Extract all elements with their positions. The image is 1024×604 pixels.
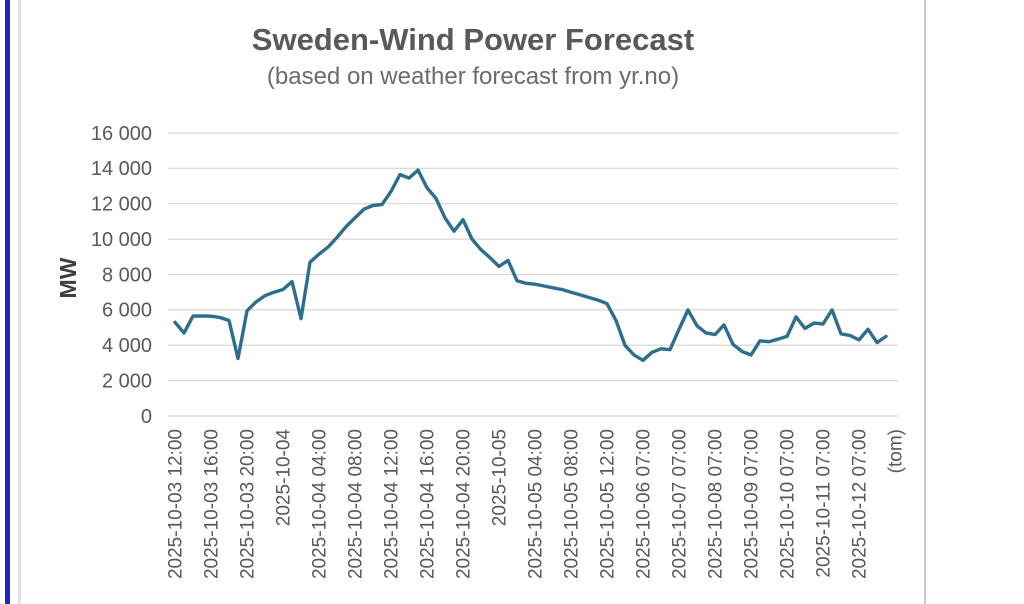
chart-object: Sweden-Wind Power Forecast (based on wea… xyxy=(21,0,925,604)
forecast-line-series xyxy=(173,168,888,362)
x-axis-tick-label: 2025-10-08 07:00 xyxy=(705,429,726,579)
x-axis-tick-label: 2025-10-04 16:00 xyxy=(417,429,438,579)
x-axis-tick-label: 2025-10-04 xyxy=(273,429,294,527)
x-axis-tick-label: 2025-10-12 07:00 xyxy=(849,429,870,579)
y-axis-tick-label: 2 000 xyxy=(102,370,152,392)
x-axis-tick-label: 2025-10-04 04:00 xyxy=(309,429,330,579)
y-axis-tick-label: 12 000 xyxy=(91,194,152,216)
chart-right-border xyxy=(924,0,926,604)
y-axis-tick-label: 4 000 xyxy=(102,335,152,357)
x-axis-tick-label: 2025-10-04 12:00 xyxy=(381,429,402,579)
x-axis-tick-label: 2025-10-04 20:00 xyxy=(453,429,474,579)
y-axis-tick-label: 0 xyxy=(141,406,152,428)
x-axis-tick-label: 2025-10-06 07:00 xyxy=(633,429,654,579)
y-axis-tick-label: 14 000 xyxy=(91,158,152,180)
x-axis-tick-label: 2025-10-11 07:00 xyxy=(813,429,834,578)
x-axis-tick-label: 2025-10-03 16:00 xyxy=(201,429,222,579)
x-axis-tick-label: (tom) xyxy=(885,429,906,473)
x-axis-tick-label: 2025-10-03 20:00 xyxy=(237,429,258,579)
y-axis-tick-label: 6 000 xyxy=(102,300,152,322)
y-axis-tick-label: 10 000 xyxy=(91,229,152,251)
x-axis-tick-label: 2025-10-03 12:00 xyxy=(165,429,186,579)
x-axis-tick-label: 2025-10-09 07:00 xyxy=(741,429,762,579)
x-axis-tick-label: 2025-10-04 08:00 xyxy=(345,429,366,579)
x-axis-tick-label: 2025-10-10 07:00 xyxy=(777,429,798,579)
chart-title: Sweden-Wind Power Forecast xyxy=(251,22,695,57)
y-axis-title: MW xyxy=(55,257,81,298)
window-left-border xyxy=(5,0,10,604)
x-axis-tick-label: 2025-10-07 07:00 xyxy=(669,429,690,579)
x-axis-tick-label: 2025-10-05 08:00 xyxy=(561,429,582,579)
y-axis-tick-label: 8 000 xyxy=(102,264,152,286)
x-axis-tick-label: 2025-10-05 12:00 xyxy=(597,429,618,579)
x-axis-tick-label: 2025-10-05 04:00 xyxy=(525,429,546,579)
x-axis-tick-label: 2025-10-05 xyxy=(489,429,510,526)
y-axis-tick-label: 16 000 xyxy=(91,123,152,145)
pane-left-border xyxy=(18,0,21,604)
chart-subtitle: (based on weather forecast from yr.no) xyxy=(266,63,680,91)
